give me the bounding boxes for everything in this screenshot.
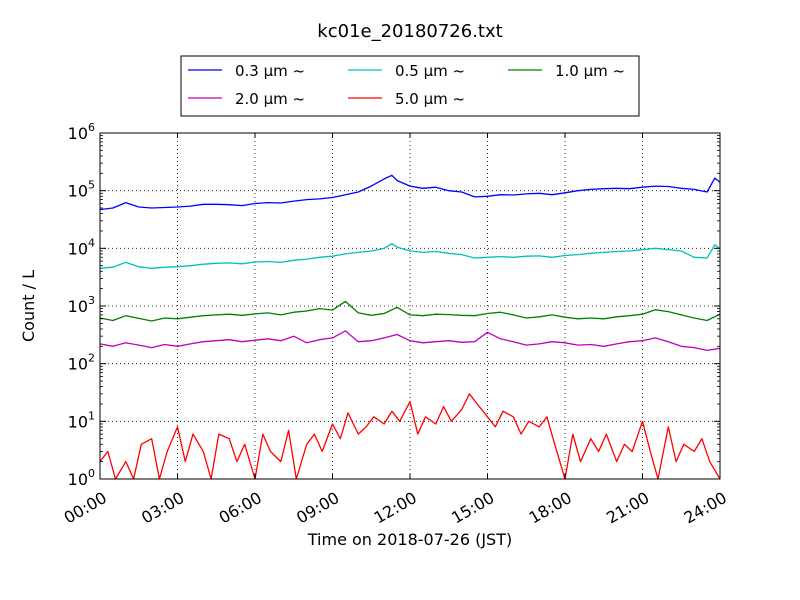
legend-label: 0.3 μm ~ — [235, 62, 305, 80]
series-line — [99, 243, 721, 269]
x-tick-label: 12:00 — [371, 488, 420, 528]
x-tick-label: 00:00 — [61, 488, 110, 528]
series-line — [99, 330, 721, 352]
legend-box — [180, 55, 640, 117]
ticks: 00:00 03:00 06:00 09:00 12:00 15:00 18:00 21:00… — [61, 121, 730, 528]
chart-title: kc01e_20180726.txt — [317, 21, 502, 42]
x-tick-label: 09:00 — [293, 488, 342, 528]
x-tick-label: 21:00 — [603, 488, 652, 528]
x-tick-label: 06:00 — [216, 488, 265, 528]
legend-label: 2.0 μm ~ — [235, 90, 305, 108]
x-tick-label: 03:00 — [138, 488, 187, 528]
y-tick-label: 105 — [68, 179, 95, 201]
x-tick-label: 24:00 — [681, 488, 730, 528]
y-tick-label: 106 — [68, 121, 95, 143]
series-line — [99, 174, 721, 211]
y-tick-label: 103 — [68, 294, 95, 316]
legend-label: 1.0 μm ~ — [555, 62, 625, 80]
legend-label: 5.0 μm ~ — [395, 90, 465, 108]
legend-label: 0.5 μm ~ — [395, 62, 465, 80]
series-line — [99, 393, 721, 480]
x-tick-label: 15:00 — [448, 488, 497, 528]
y-tick-label: 100 — [68, 467, 95, 489]
y-tick-label: 102 — [68, 352, 95, 374]
x-tick-label: 18:00 — [526, 488, 575, 528]
x-axis-label: Time on 2018-07-26 (JST) — [307, 530, 512, 549]
grid — [100, 133, 720, 479]
legend: 0.3 μm ~ 0.5 μm ~ 1.0 μm ~ 2.0 μm ~ 5.0 μm ~ — [180, 55, 640, 117]
series-layer — [99, 174, 721, 480]
y-tick-label: 101 — [68, 409, 95, 431]
y-axis-label: Count / L — [19, 270, 38, 342]
y-tick-label: 104 — [68, 236, 95, 258]
series-line — [99, 300, 721, 322]
